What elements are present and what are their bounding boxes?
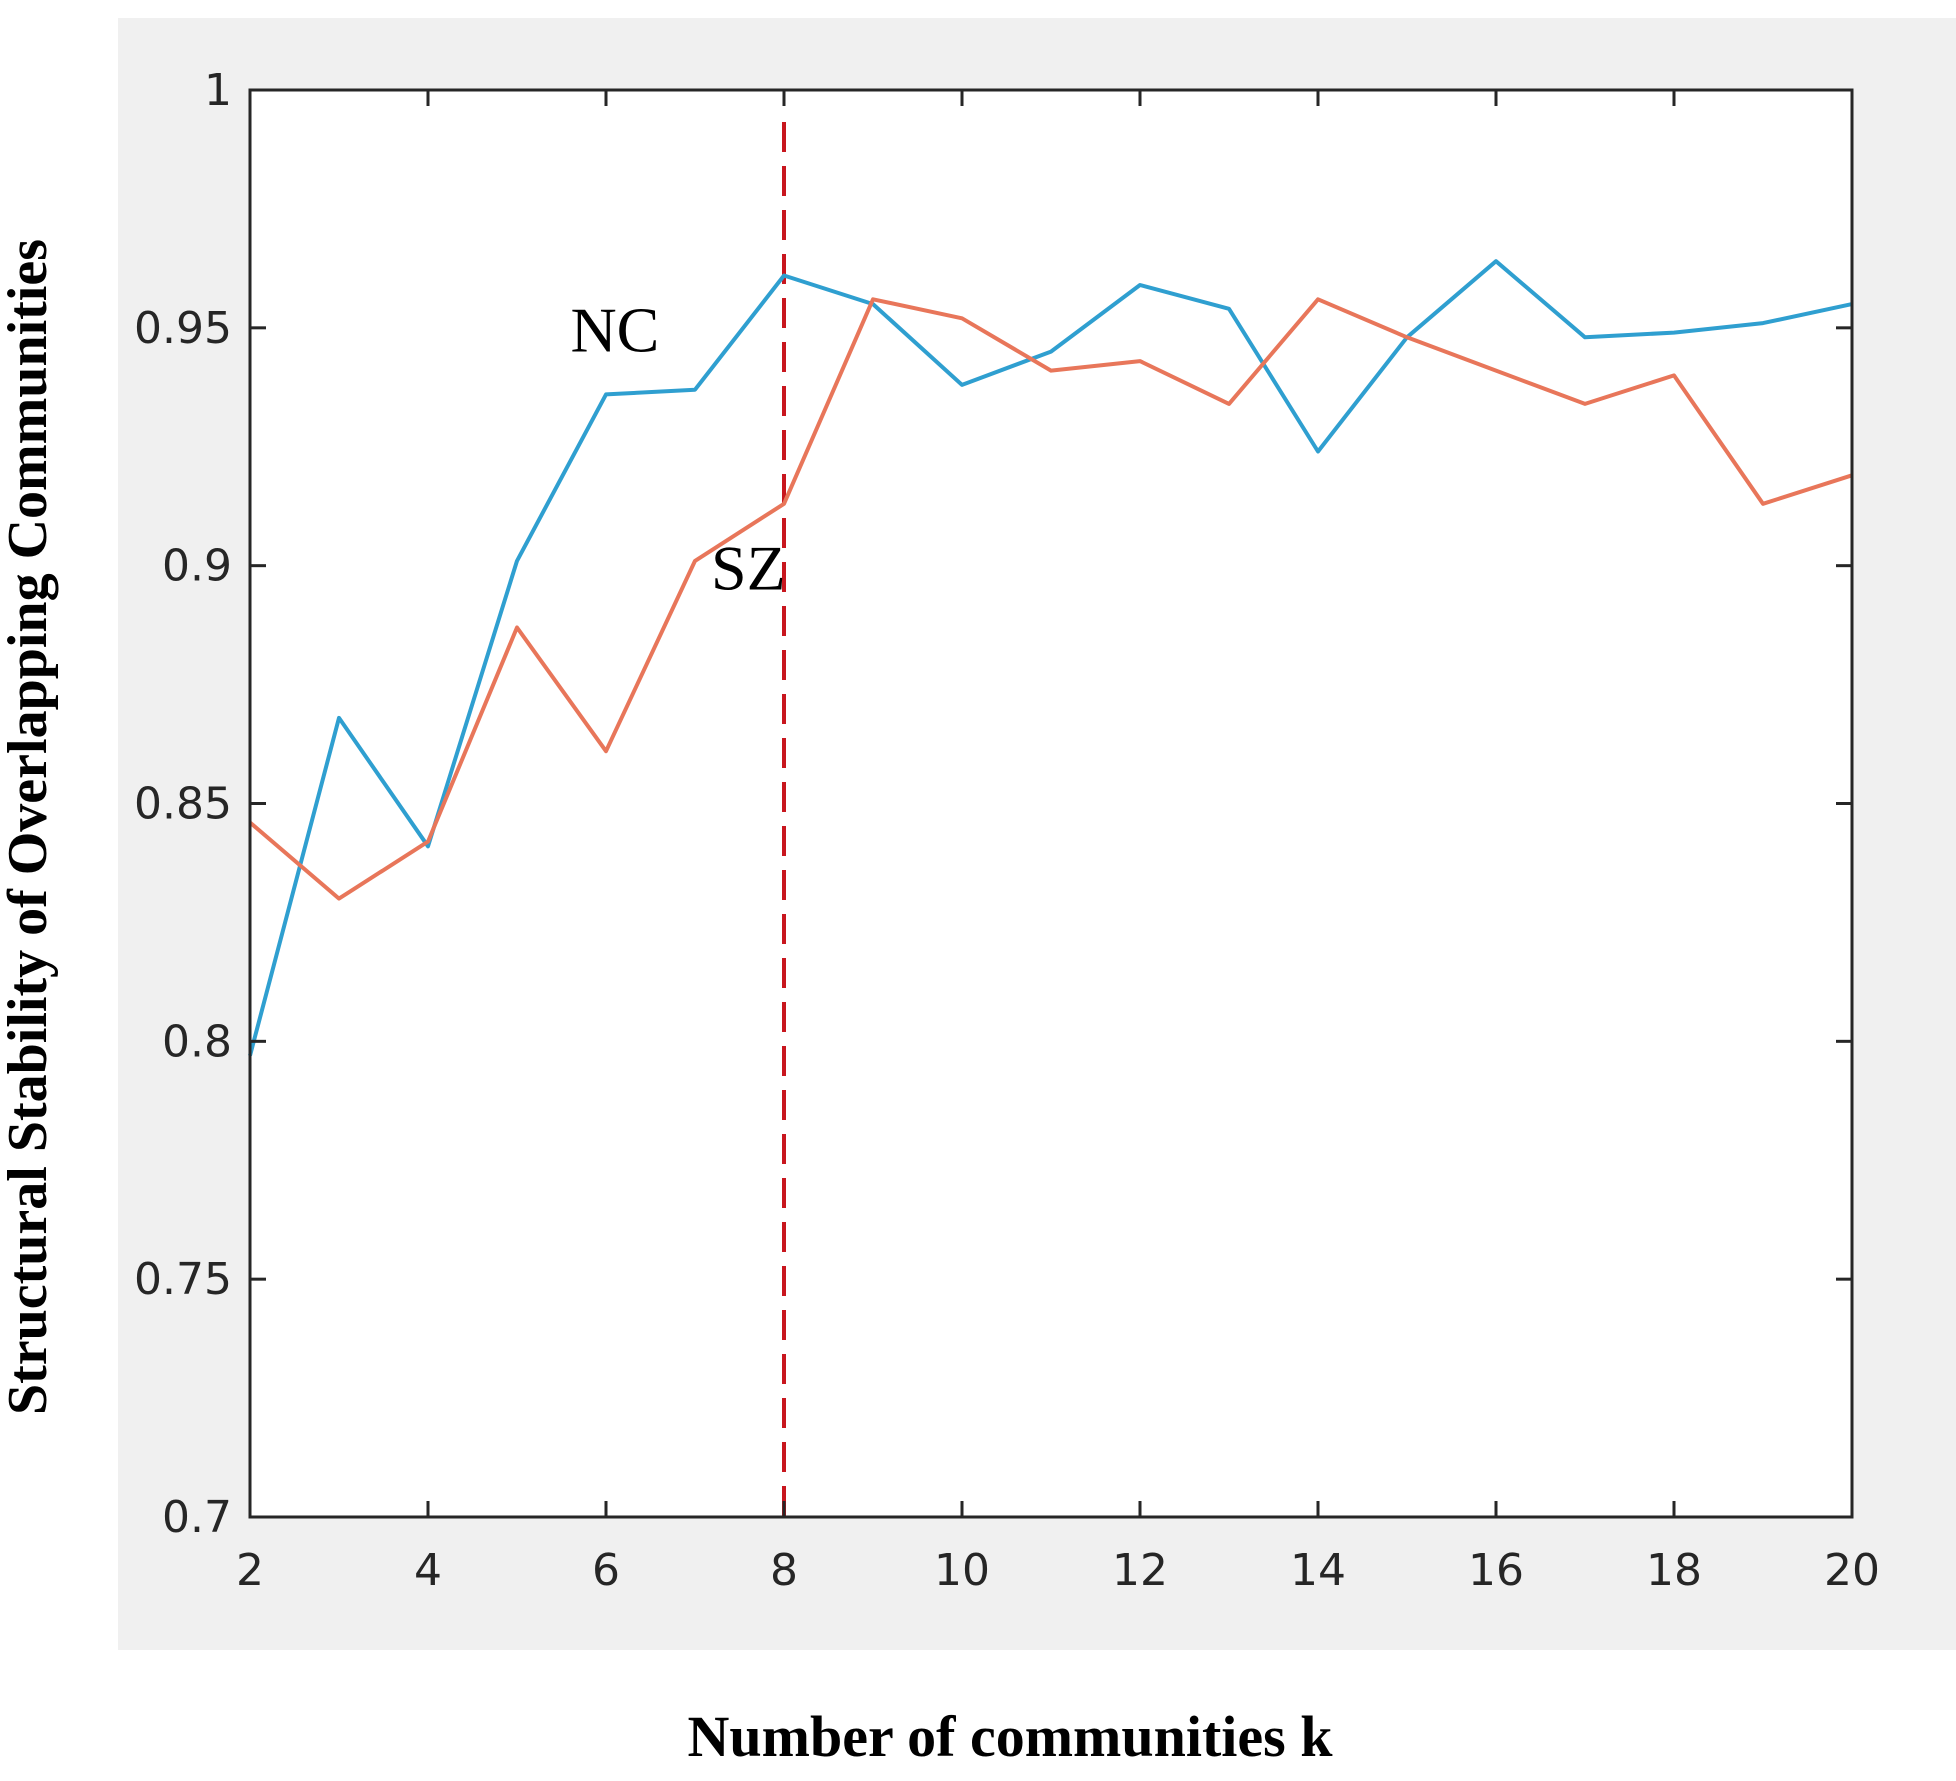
y-tick-label: 0.75 <box>134 1254 232 1305</box>
x-tick-label: 10 <box>934 1545 990 1596</box>
x-tick-label: 16 <box>1468 1545 1524 1596</box>
y-tick-label: 0.7 <box>162 1492 232 1543</box>
x-tick-label: 6 <box>592 1545 620 1596</box>
y-tick-label: 0.8 <box>162 1016 232 1067</box>
x-tick-label: 12 <box>1112 1545 1168 1596</box>
y-axis-title: Structural Stability of Overlapping Comm… <box>0 239 59 1415</box>
y-tick-label: 1 <box>204 65 232 116</box>
x-tick-label: 14 <box>1290 1545 1346 1596</box>
x-tick-label: 2 <box>236 1545 264 1596</box>
x-axis-title: Number of communities k <box>688 1704 1334 1769</box>
x-tick-label: 8 <box>770 1545 798 1596</box>
x-tick-labels: 2 4 6 8 10 12 14 16 18 20 <box>236 1545 1880 1596</box>
y-tick-labels: 0.7 0.75 0.8 0.85 0.9 0.95 1 <box>134 65 232 1543</box>
y-tick-label: 0.85 <box>134 779 232 830</box>
x-tick-label: 4 <box>414 1545 442 1596</box>
annotation-sz: SZ <box>711 532 786 603</box>
x-tick-label: 18 <box>1646 1545 1702 1596</box>
plot-area <box>250 90 1852 1517</box>
annotation-layer: NC SZ <box>570 295 785 604</box>
y-tick-label: 0.9 <box>162 541 232 592</box>
y-tick-label: 0.95 <box>134 303 232 354</box>
tick-marks <box>248 88 1854 1519</box>
annotation-nc: NC <box>570 295 659 366</box>
x-tick-label: 20 <box>1824 1545 1880 1596</box>
